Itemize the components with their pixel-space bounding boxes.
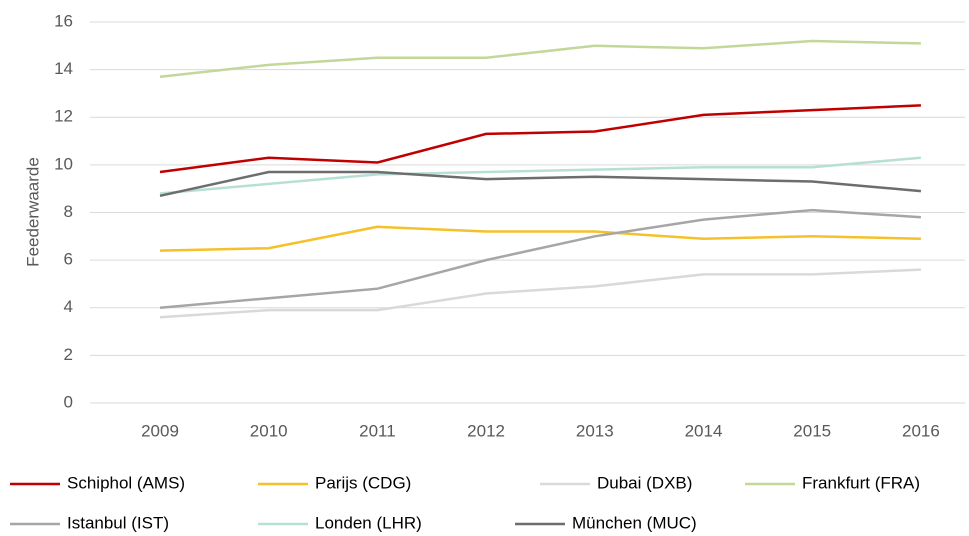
y-tick-label: 14 — [54, 59, 73, 78]
x-tick-label: 2012 — [467, 421, 505, 440]
legend-label: Istanbul (IST) — [67, 513, 169, 532]
x-tick-label: 2010 — [250, 421, 288, 440]
series-line — [159, 156, 922, 195]
legend-label: Frankfurt (FRA) — [802, 473, 920, 492]
x-tick-label: 2009 — [141, 421, 179, 440]
legend: Schiphol (AMS) Parijs (CDG) Dubai (DXB) Fra… — [10, 473, 920, 532]
x-tick-label: 2011 — [359, 421, 396, 440]
y-tick-label: 10 — [54, 154, 73, 173]
x-tick-label: 2014 — [685, 421, 723, 440]
y-tick-label: 6 — [64, 250, 73, 269]
y-tick-label: 2 — [64, 345, 73, 364]
x-tick-label: 2016 — [902, 421, 940, 440]
x-tick-label: 2015 — [793, 421, 831, 440]
legend-label: Schiphol (AMS) — [67, 473, 185, 492]
series-line — [159, 268, 921, 319]
series-line — [159, 208, 921, 309]
legend-label: München (MUC) — [572, 513, 697, 532]
series-line — [159, 104, 921, 174]
y-tick-label: 4 — [64, 297, 73, 316]
y-tick-label: 16 — [54, 11, 73, 30]
legend-label: Parijs (CDG) — [315, 473, 411, 492]
y-axis-label: Feederwaarde — [23, 157, 42, 267]
y-tick-label: 0 — [64, 392, 73, 411]
series-line — [159, 170, 922, 198]
series-line — [159, 225, 921, 252]
legend-label: Londen (LHR) — [315, 513, 422, 532]
series-line — [159, 39, 921, 79]
x-tick-label: 2013 — [576, 421, 614, 440]
y-tick-label: 12 — [54, 107, 73, 126]
y-tick-label: 8 — [64, 202, 73, 221]
legend-label: Dubai (DXB) — [597, 473, 692, 492]
